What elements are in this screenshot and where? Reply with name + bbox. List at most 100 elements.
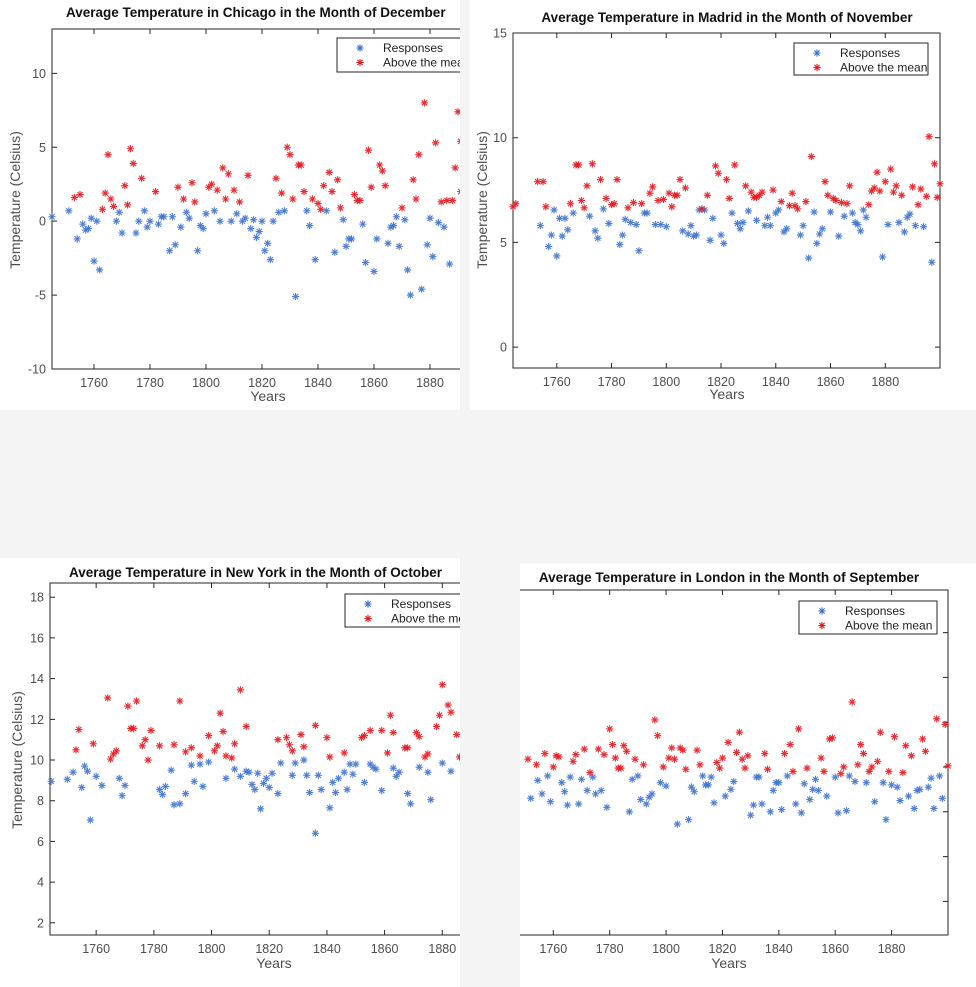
data-point [322,207,330,215]
data-point [871,798,879,806]
data-point [138,742,146,750]
data-point [278,189,286,197]
data-point [681,184,690,192]
data-point [794,725,803,733]
data-point [166,247,174,255]
data-point [605,219,613,228]
data-point [917,185,925,193]
chart-svg: 1760178018001820184018601880810121416182… [520,570,952,971]
data-point [780,749,789,758]
data-point [687,783,696,791]
data-point [887,165,895,173]
data-point [303,771,311,779]
data-point [843,200,851,208]
data-point [720,239,728,248]
data-point [610,200,618,208]
data-point [366,760,374,768]
data-point [922,192,930,200]
data-point [98,781,106,790]
x-tick-label: 1840 [304,376,332,390]
data-point [429,253,437,261]
data-point [306,788,314,797]
data-point [654,732,662,740]
data-point [244,171,252,179]
data-point [685,816,693,824]
data-point [434,219,442,227]
data-point [132,697,141,705]
data-point [944,762,952,770]
data-point [456,753,460,761]
series-responses [527,772,946,828]
data-point [509,203,517,211]
data-point [851,777,859,786]
data-point [311,829,319,837]
data-point [167,766,175,774]
data-point [256,805,265,813]
data-point [881,178,889,186]
data-point [735,728,743,736]
x-tick-label: 1820 [707,375,735,389]
data-point [879,779,887,787]
data-point [673,820,681,828]
data-point [823,792,831,800]
data-point [846,182,854,190]
data-point [857,227,865,235]
chart-svg: 1760 1780 1800 1820 1840 1860 1880 2 4 6 8 10 12 14 16… [9,565,460,971]
data-point [755,773,763,781]
data-point [679,746,687,754]
data-point [182,208,190,216]
data-point [555,214,564,222]
data-point [446,260,454,268]
x-tick-label: 1760 [80,376,108,390]
data-point [854,761,862,769]
data-point [928,258,936,266]
data-point [813,239,821,248]
data-point [386,711,394,719]
chart-title: Average Temperature in London in the Mon… [539,570,920,585]
legend-marker-icon [818,607,826,615]
x-axis-label: Years [711,955,746,971]
x-tick-label: 1820 [248,376,276,390]
data-point [785,202,794,210]
x-tick-label: 1780 [598,375,626,389]
x-tick-label: 1800 [652,375,680,389]
data-point [744,207,752,215]
legend-entry: Responses [391,597,451,611]
data-point [586,212,594,220]
data-point [73,235,81,243]
data-point [711,162,720,170]
data-point [777,197,785,206]
chart-title: Average Temperature in Chicago in the Mo… [66,5,446,20]
data-point [805,254,813,262]
data-point [935,772,944,780]
data-point [432,139,440,147]
data-point [401,216,409,224]
y-tick-label: 16 [30,631,44,645]
series-above-the-mean [70,99,460,213]
data-point [219,727,227,736]
data-point [392,213,400,221]
x-tick-label: 1820 [709,942,737,956]
data-point [236,772,244,780]
data-point [848,698,856,706]
data-point [317,205,325,213]
data-point [654,196,662,205]
series-above-the-mean [524,698,952,778]
data-point [941,720,949,729]
data-point [415,733,423,741]
data-point [69,768,77,776]
data-point [600,751,608,759]
x-tick-label: 1760 [82,942,110,956]
new-york-october-chart: 1760 1780 1800 1820 1840 1860 1880 2 4 6 8 10 12 14 16… [0,558,460,987]
data-point [933,193,941,201]
chart-svg: 1760 1780 1800 1820 1840 1860 1880 0 5 10 15 Averag… [474,10,944,402]
y-axis-label: Temperature (Celsius) [7,131,23,269]
x-tick-label: 1880 [871,375,899,389]
data-point [594,745,602,753]
data-point [378,726,386,735]
data-point [766,222,774,230]
legend-marker-icon [813,63,821,72]
data-point [789,767,797,776]
data-point [539,178,547,186]
